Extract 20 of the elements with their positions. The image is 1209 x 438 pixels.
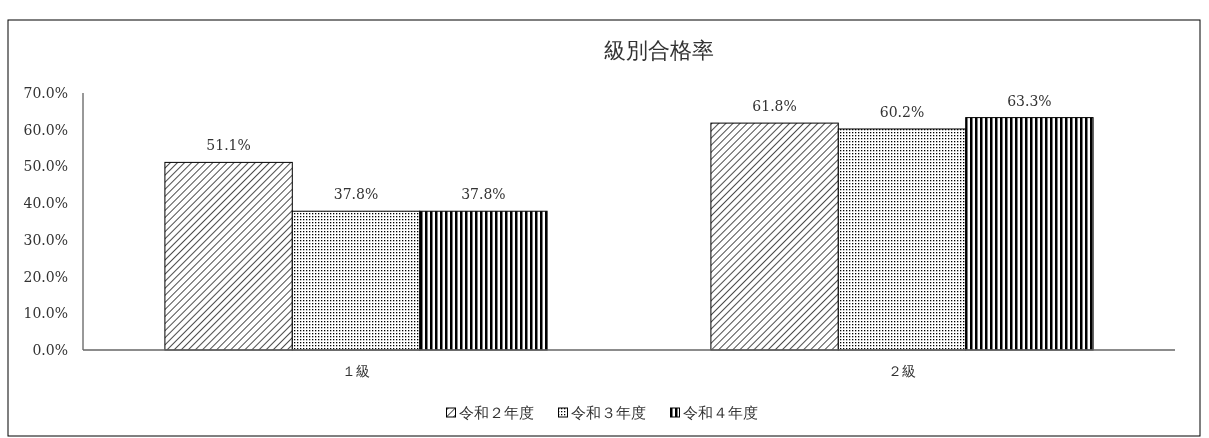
data-label: 60.2% <box>879 103 925 120</box>
x-tick-label: ２級 <box>888 363 916 379</box>
data-label: 37.8% <box>333 186 379 203</box>
legend-label: 令和４年度 <box>682 404 758 422</box>
y-tick-label: 20.0% <box>23 268 68 285</box>
data-label: 61.8% <box>752 98 797 115</box>
data-label: 37.8% <box>461 186 506 203</box>
y-tick-label: 70.0% <box>23 85 68 101</box>
y-tick-label: 40.0% <box>23 195 68 212</box>
y-tick-label: 50.0% <box>23 158 68 175</box>
y-tick-label: 30.0% <box>23 231 68 248</box>
legend-label: 令和３年度 <box>570 404 646 422</box>
chart-title: 級別合格率 <box>604 38 714 63</box>
y-tick-label: 10.0% <box>23 305 68 322</box>
data-label: 51.1% <box>206 137 251 154</box>
y-tick-label: 60.0% <box>23 121 68 138</box>
data-label: 63.3% <box>1007 92 1052 109</box>
x-tick-label: １級 <box>342 363 370 379</box>
legend-label: 令和２年度 <box>458 404 534 422</box>
y-tick-label: 0.0% <box>32 342 68 358</box>
